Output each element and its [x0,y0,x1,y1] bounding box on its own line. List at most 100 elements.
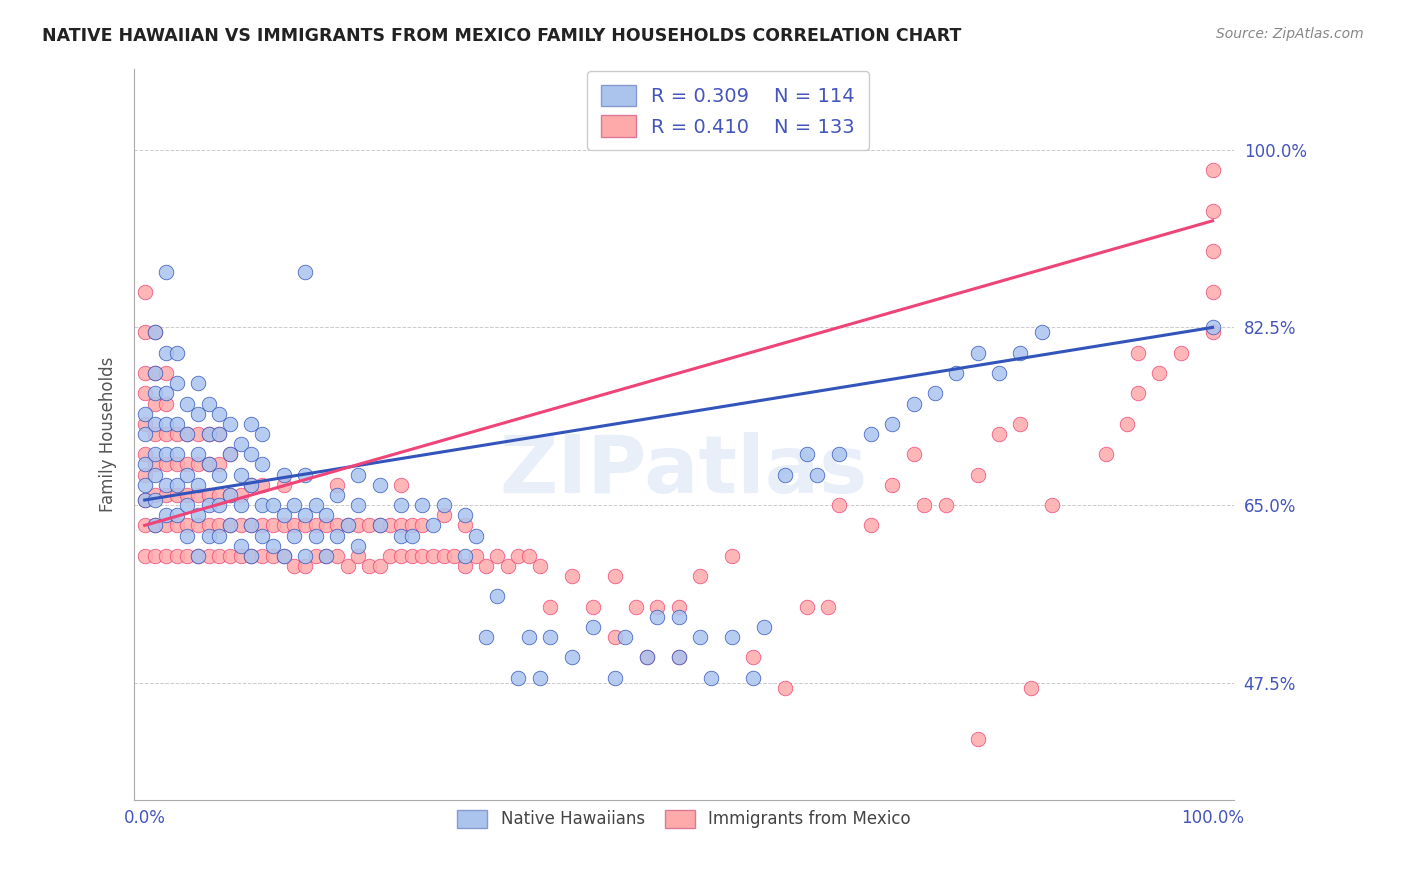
Point [540,599,562,614]
Point [828,498,851,512]
Point [197,518,219,533]
Point [326,549,349,563]
Point [145,326,167,340]
Point [166,346,188,360]
Point [389,549,412,563]
Point [347,549,370,563]
Point [219,417,242,431]
Point [155,447,177,461]
Point [315,518,337,533]
Point [624,599,647,614]
Point [250,477,273,491]
Point [411,498,433,512]
Point [240,447,263,461]
Point [401,549,423,563]
Point [229,467,252,482]
Point [454,518,477,533]
Point [454,559,477,574]
Point [603,630,626,644]
Point [145,427,167,442]
Point [250,518,273,533]
Point [496,559,519,574]
Point [155,549,177,563]
Point [219,488,242,502]
Point [187,518,209,533]
Point [229,549,252,563]
Point [145,366,167,380]
Point [603,671,626,685]
Point [208,498,231,512]
Point [294,508,316,523]
Point [529,559,551,574]
Point [966,731,988,746]
Point [935,498,957,512]
Point [145,488,167,502]
Point [273,518,295,533]
Point [540,630,562,644]
Point [1094,447,1116,461]
Point [273,549,295,563]
Point [304,498,326,512]
Point [229,518,252,533]
Point [273,549,295,563]
Point [336,559,359,574]
Point [304,518,326,533]
Point [155,477,177,491]
Point [582,599,605,614]
Point [668,609,690,624]
Point [250,528,273,542]
Point [155,417,177,431]
Point [145,467,167,482]
Point [187,447,209,461]
Point [166,447,188,461]
Point [166,417,188,431]
Point [134,386,156,401]
Point [208,407,231,421]
Point [155,386,177,401]
Point [357,559,380,574]
Point [155,264,177,278]
Point [454,508,477,523]
Point [508,549,530,563]
Point [219,488,242,502]
Point [742,650,765,665]
Point [294,549,316,563]
Point [176,427,198,442]
Point [229,488,252,502]
Point [304,549,326,563]
Point [262,539,284,553]
Point [187,549,209,563]
Point [250,549,273,563]
Point [689,630,711,644]
Point [645,599,668,614]
Point [636,650,658,665]
Point [250,427,273,442]
Point [486,590,509,604]
Point [389,518,412,533]
Point [134,493,156,508]
Point [134,518,156,533]
Point [283,528,305,542]
Point [380,518,402,533]
Point [176,549,198,563]
Point [326,477,349,491]
Point [187,427,209,442]
Point [742,671,765,685]
Point [1170,346,1192,360]
Point [1201,244,1223,259]
Point [945,366,967,380]
Point [796,447,818,461]
Y-axis label: Family Households: Family Households [100,356,117,512]
Point [1010,417,1032,431]
Point [775,681,797,695]
Point [240,549,263,563]
Point [208,549,231,563]
Point [454,549,477,563]
Point [145,386,167,401]
Point [882,417,904,431]
Point [229,539,252,553]
Point [1201,163,1223,178]
Point [176,458,198,472]
Point [208,427,231,442]
Point [240,477,263,491]
